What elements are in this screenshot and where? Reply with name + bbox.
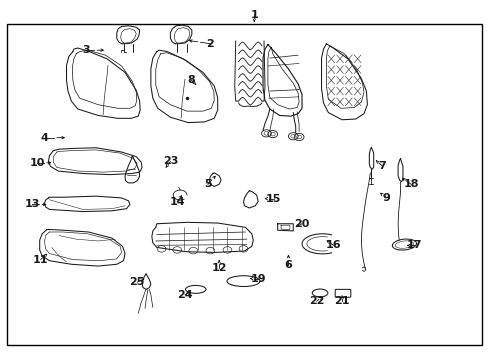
Text: 3: 3	[82, 45, 90, 55]
Text: 24: 24	[177, 290, 192, 300]
Text: 16: 16	[325, 240, 340, 250]
Text: 4: 4	[41, 133, 48, 143]
FancyBboxPatch shape	[334, 289, 350, 297]
Text: 6: 6	[284, 260, 292, 270]
Text: 20: 20	[294, 219, 309, 229]
Text: 13: 13	[25, 199, 40, 210]
Text: 9: 9	[381, 193, 389, 203]
Text: 21: 21	[334, 296, 349, 306]
Ellipse shape	[391, 239, 416, 250]
Ellipse shape	[312, 289, 327, 297]
Text: 12: 12	[211, 263, 226, 273]
Text: 1: 1	[250, 10, 258, 20]
Text: 22: 22	[308, 296, 324, 306]
Text: 2: 2	[206, 39, 214, 49]
Text: 8: 8	[186, 75, 194, 85]
Ellipse shape	[226, 276, 260, 287]
Text: 10: 10	[29, 158, 45, 168]
Text: 11: 11	[33, 255, 48, 265]
Ellipse shape	[394, 241, 413, 248]
Text: 5: 5	[203, 179, 211, 189]
Text: 17: 17	[406, 240, 421, 250]
Text: 19: 19	[250, 274, 265, 284]
Text: 14: 14	[169, 197, 184, 207]
Ellipse shape	[185, 285, 205, 293]
Text: 15: 15	[265, 194, 281, 204]
Text: 25: 25	[129, 277, 144, 287]
Bar	[6, 24, 481, 345]
Text: 18: 18	[403, 179, 418, 189]
Text: 7: 7	[377, 161, 385, 171]
Text: 23: 23	[163, 156, 178, 166]
